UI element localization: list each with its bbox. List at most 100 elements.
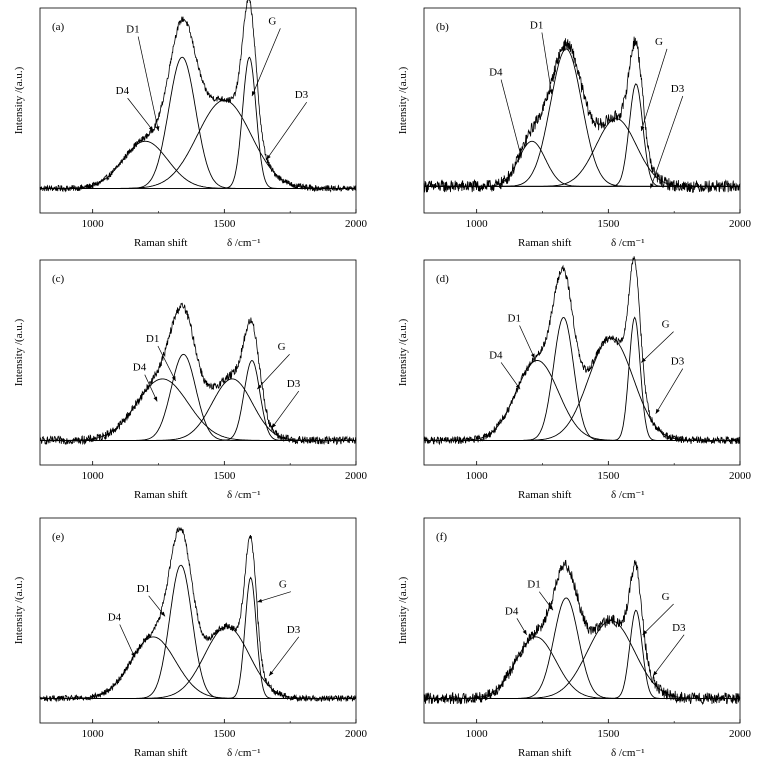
annotation-arrowhead [131,652,135,658]
peak-label-g: G [655,36,663,48]
fit-peak-d4 [424,636,740,699]
fit-peak-d4 [40,378,356,441]
annotation-leader [519,325,535,359]
x-tick-label: 2000 [729,728,752,740]
x-tick-label: 1500 [597,218,620,230]
annotation-leader [500,362,521,390]
y-axis-title: Intensity /(a.u.) [13,318,25,386]
panel-f: 1000 1500 2000 Raman shift δ /cm⁻¹ Intensity … [397,517,752,759]
annotation-leader [268,636,300,677]
peak-label-g: G [268,15,276,27]
annotation-leader [652,634,685,677]
annotation-arrowhead [655,408,660,414]
fit-peak-d4 [424,140,740,187]
annotation-leader [641,331,674,363]
fit-peak-d3 [40,378,356,441]
annotation-leader [500,79,522,158]
annotation-arrowhead [251,91,256,97]
peak-label-d1: D1 [508,313,521,325]
annotation-leader [257,591,292,603]
annotation-leader [642,603,674,636]
fit-peak-g [40,359,356,441]
peak-label-d3: D3 [287,378,301,390]
x-tick-label: 1000 [82,728,105,740]
x-axis-title: Raman shift [518,237,571,249]
peak-label-d4: D4 [505,605,519,617]
plot-frame [39,7,357,214]
peak-label-d3: D3 [672,622,686,634]
x-axis-title: Raman shift [134,489,187,501]
peak-label-d4: D4 [116,85,130,97]
x-tick-label: 1000 [466,728,489,740]
fit-peak-d1 [40,564,356,699]
annotation-arrowhead [653,671,658,676]
fit-peak-d3 [424,118,740,187]
annotation-leader [640,48,668,132]
annotation-leader [137,36,159,132]
annotation-arrowhead [148,126,154,131]
fit-peak-g [40,56,356,189]
y-axis-title: Intensity /(a.u.) [13,66,25,134]
panel-tag: (c) [52,273,65,285]
fit-peak-d1 [40,56,356,189]
raman-spectrum [39,302,357,446]
annotation-leader [655,368,684,414]
annotation-arrowhead [548,605,554,611]
raman-spectrum [423,559,741,706]
fit-peak-d4 [424,360,740,441]
panel-tag: (f) [436,531,447,543]
annotation-arrowhead [518,152,523,158]
raman-spectrum [39,0,357,193]
fit-peak-g [40,576,356,699]
plot-frame [423,259,741,466]
annotation-arrowhead [515,384,521,390]
annotation-leader [541,32,553,95]
peak-label-d3: D3 [287,624,301,636]
annotation-leader [251,28,281,97]
peak-label-g: G [662,319,670,331]
annotation-arrowhead [155,126,160,131]
x-tick-label: 2000 [345,470,368,482]
fit-peak-d3 [40,626,356,699]
x-tick-label: 1000 [466,218,489,230]
peak-label-d3: D3 [295,89,309,101]
annotation-arrowhead [549,89,553,95]
y-axis-title: Intensity /(a.u.) [397,318,409,386]
fit-peak-d1 [424,48,740,187]
panel-tag: (b) [436,21,449,33]
peak-label-g: G [278,341,286,353]
x-tick-label: 1500 [213,470,236,482]
raman-spectrum [423,256,741,446]
y-axis-title: Intensity /(a.u.) [397,66,409,134]
x-axis-title: Raman shift [518,747,571,759]
x-axis-unit: δ /cm⁻¹ [227,747,261,759]
peak-label-d3: D3 [671,83,685,95]
peak-label-d3: D3 [671,356,685,368]
x-tick-label: 1500 [597,470,620,482]
x-tick-label: 2000 [729,218,752,230]
annotation-arrowhead [257,598,263,603]
x-tick-label: 2000 [345,218,368,230]
x-tick-label: 2000 [345,728,368,740]
fit-peak-d1 [424,597,740,699]
annotation-arrowhead [269,671,274,676]
annotation-leader [266,101,307,160]
annotation-arrowhead [271,423,277,429]
peak-label-d4: D4 [489,349,503,361]
panel-d: 1000 1500 2000 Raman shift δ /cm⁻¹ Intensity … [397,256,752,501]
annotation-arrowhead [266,154,271,160]
x-axis-title: Raman shift [134,237,187,249]
annotation-leader [256,353,290,390]
annotation-arrowhead [257,384,262,390]
x-axis-title: Raman shift [134,747,187,759]
annotation-leader [157,345,176,382]
x-axis-title: Raman shift [518,489,571,501]
x-axis-unit: δ /cm⁻¹ [611,747,645,759]
panel-tag: (e) [52,531,65,543]
peak-label-g: G [279,579,287,591]
annotation-leader [119,624,136,658]
x-tick-label: 1000 [82,218,105,230]
peak-label-d4: D4 [133,362,147,374]
plot-frame [423,517,741,724]
x-axis-unit: δ /cm⁻¹ [611,489,645,501]
